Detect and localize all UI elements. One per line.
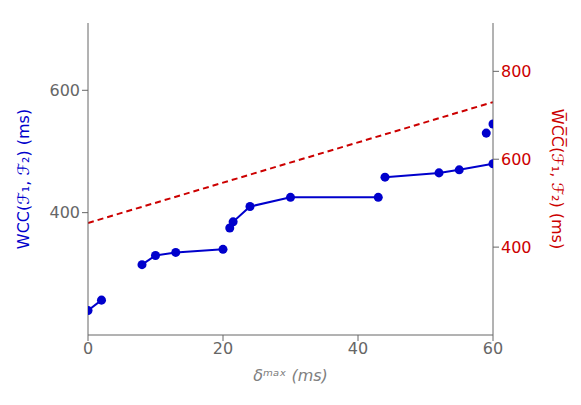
svg-text:δᵐᵃˣ (ms): δᵐᵃˣ (ms) [253,366,328,385]
svg-text:0: 0 [83,339,93,358]
svg-text:WCC(ℱ₁, ℱ₂) (ms): WCC(ℱ₁, ℱ₂) (ms) [14,109,33,249]
svg-text:40: 40 [348,339,368,358]
svg-text:600: 600 [501,150,532,169]
svg-text:60: 60 [483,339,503,358]
svg-text:600: 600 [49,81,80,100]
svg-text:400: 400 [501,238,532,257]
svg-text:800: 800 [501,62,532,81]
svg-text:20: 20 [213,339,233,358]
svg-text:W̅C̅C̅(ℱ₁, ℱ₂) (ms): W̅C̅C̅(ℱ₁, ℱ₂) (ms) [548,109,567,249]
svg-text:400: 400 [49,203,80,222]
